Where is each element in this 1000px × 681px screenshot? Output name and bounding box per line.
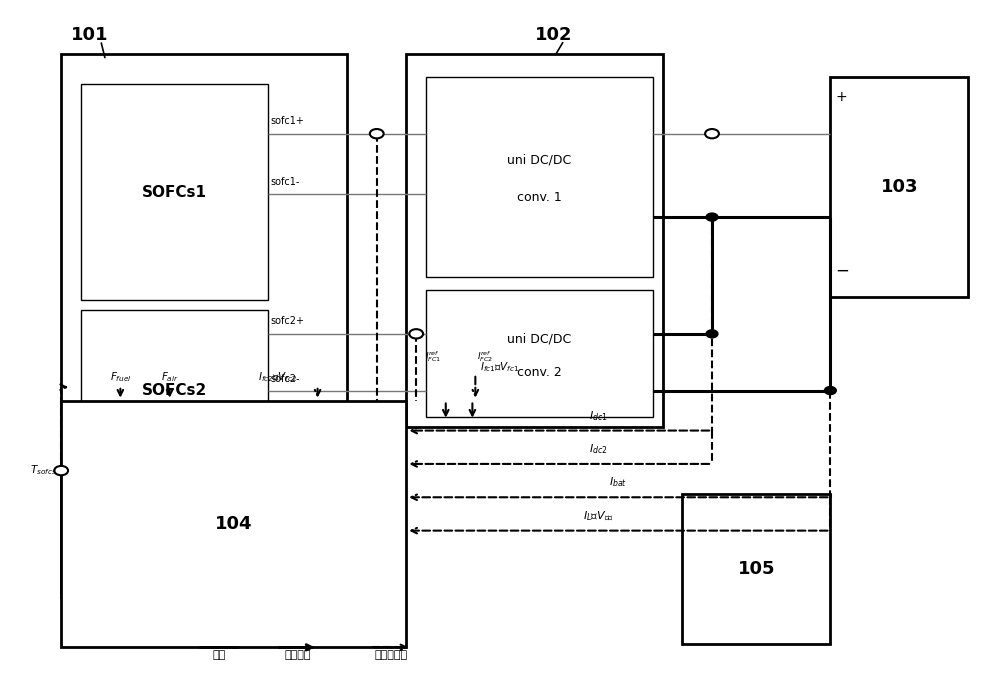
Bar	[81, 311, 268, 471]
Text: $I_{fc2}$、$V_{fc2}$: $I_{fc2}$、$V_{fc2}$	[258, 370, 298, 384]
Text: 电路: 电路	[212, 650, 226, 660]
Text: $I_{dc2}$: $I_{dc2}$	[589, 442, 608, 456]
Text: $I_{dc1}$: $I_{dc1}$	[589, 409, 608, 422]
Text: +: +	[835, 90, 847, 104]
Circle shape	[54, 466, 68, 475]
Text: sofc1-: sofc1-	[270, 177, 300, 187]
Text: sofc2+: sofc2+	[270, 316, 304, 326]
Circle shape	[706, 213, 718, 221]
Bar	[81, 84, 268, 300]
Text: conv. 2: conv. 2	[517, 366, 562, 379]
Text: $I_{fc1}$、$V_{fc1}$: $I_{fc1}$、$V_{fc1}$	[480, 360, 520, 374]
Text: $I_L$、$V_{母线}$: $I_L$、$V_{母线}$	[583, 509, 614, 522]
Text: $I^{ref}_{FC1}$: $I^{ref}_{FC1}$	[425, 349, 441, 364]
Text: $T_{sofcs}$: $T_{sofcs}$	[30, 464, 56, 477]
Text: uni DC/DC: uni DC/DC	[507, 332, 572, 346]
Text: $F_{fuel}$: $F_{fuel}$	[110, 370, 131, 384]
Text: −: −	[835, 262, 849, 279]
Circle shape	[706, 330, 718, 338]
Circle shape	[824, 387, 836, 394]
Text: SOFCs2: SOFCs2	[142, 383, 207, 398]
Text: 传感器信号: 传感器信号	[375, 650, 408, 660]
Circle shape	[409, 329, 423, 338]
Text: 控制信号: 控制信号	[285, 650, 311, 660]
Text: 103: 103	[881, 178, 918, 196]
Bar	[830, 77, 968, 297]
Text: $F_{air}$: $F_{air}$	[161, 370, 179, 384]
Bar	[426, 291, 653, 417]
Text: conv. 1: conv. 1	[517, 191, 562, 204]
Text: sofc2-: sofc2-	[270, 374, 300, 384]
Bar	[682, 494, 830, 644]
Circle shape	[370, 129, 384, 138]
Text: sofc1+: sofc1+	[270, 116, 304, 126]
Bar	[61, 400, 406, 648]
Text: SOFCs1: SOFCs1	[142, 185, 207, 200]
Text: 105: 105	[738, 560, 775, 578]
Text: uni DC/DC: uni DC/DC	[507, 154, 572, 167]
Circle shape	[705, 129, 719, 138]
Text: 102: 102	[535, 26, 572, 44]
Bar	[426, 77, 653, 277]
Bar	[61, 54, 347, 597]
Text: $I^{ref}_{FC2}$: $I^{ref}_{FC2}$	[477, 349, 493, 364]
Text: 104: 104	[215, 515, 253, 533]
Text: $I_{bat}$: $I_{bat}$	[609, 475, 627, 489]
Bar	[406, 54, 663, 427]
Text: 101: 101	[71, 26, 109, 44]
